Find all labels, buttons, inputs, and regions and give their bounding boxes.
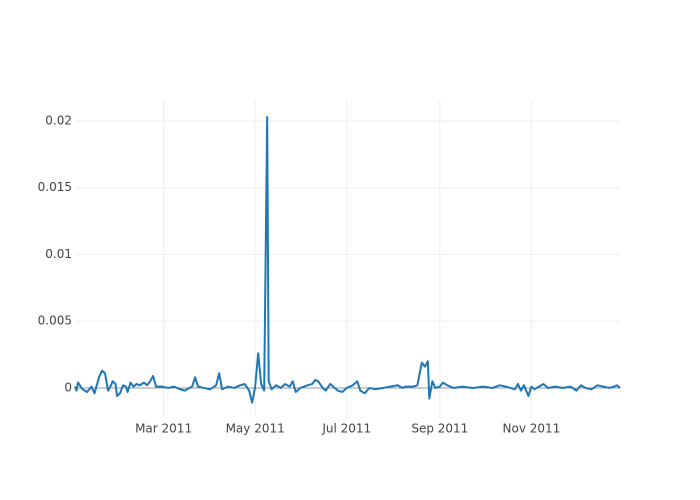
y-tick-label: 0.02 — [45, 113, 72, 127]
x-tick-label: Jul 2011 — [321, 422, 371, 436]
x-tick-label: May 2011 — [226, 422, 285, 436]
y-tick-label: 0.01 — [45, 247, 72, 261]
line-series — [74, 115, 621, 404]
y-tick-label: 0 — [64, 380, 72, 394]
y-tick-label: 0.005 — [38, 314, 72, 328]
x-tick-label: Nov 2011 — [503, 422, 561, 436]
x-tick-label: Sep 2011 — [411, 422, 468, 436]
y-tick-label: 0.015 — [38, 180, 72, 194]
x-tick-label: Mar 2011 — [135, 422, 192, 436]
